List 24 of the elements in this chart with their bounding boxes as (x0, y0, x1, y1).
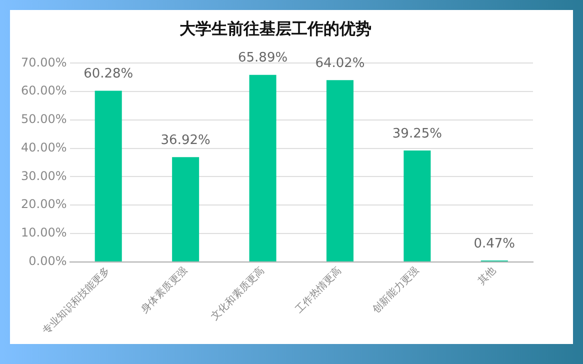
data-label: 39.25% (392, 126, 442, 142)
bar (404, 150, 431, 262)
x-tick-label: 身体素质更强 (138, 264, 190, 316)
x-tick-label: 其他 (476, 264, 498, 288)
x-tick-label: 文化和素质更高 (208, 264, 267, 323)
y-tick-label: 50.00% (20, 112, 67, 126)
bar (249, 74, 276, 262)
y-tick-label: 20.00% (20, 197, 67, 212)
data-label: 65.89% (238, 50, 288, 66)
y-tick-label: 10.00% (20, 226, 67, 240)
data-label: 36.92% (160, 132, 210, 148)
data-label: 60.28% (84, 66, 134, 82)
x-tick-label: 创新能力更强 (370, 264, 422, 316)
y-tick-label: 60.00% (20, 84, 67, 98)
data-label: 64.02% (315, 56, 365, 72)
y-tick-label: 30.00% (20, 168, 67, 183)
y-tick-label: 40.00% (20, 140, 67, 154)
chart-title: 大学生前往基层工作的优势 (180, 18, 372, 38)
bar (94, 90, 122, 262)
data-label: 0.47% (474, 236, 516, 252)
x-tick-label: 工作热情更高 (293, 264, 344, 316)
y-tick-label: 70.00% (20, 55, 67, 70)
bar (326, 80, 354, 262)
bar (172, 157, 200, 262)
